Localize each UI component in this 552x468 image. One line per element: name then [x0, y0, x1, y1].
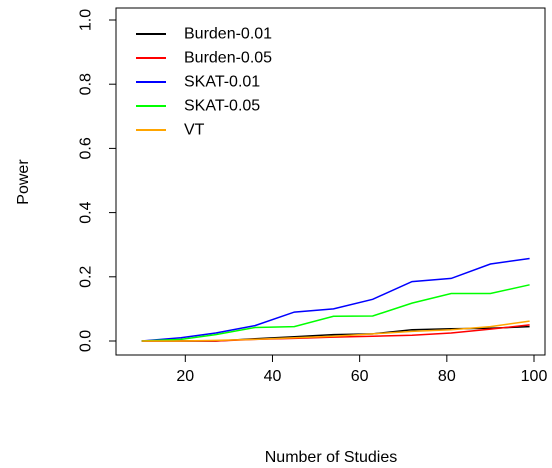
x-axis-title: Number of Studies [265, 449, 398, 466]
y-axis: 0.0 0.2 0.4 0.6 0.8 1.0 [78, 9, 116, 352]
series-line-skat-0-05 [141, 284, 530, 342]
x-tick-label: 20 [176, 368, 194, 385]
x-axis: 20 40 60 80 100 [176, 355, 547, 385]
legend-label-vt: VT [184, 122, 205, 139]
x-tick-label: 40 [264, 368, 282, 385]
series-layer [141, 257, 530, 342]
series-line-burden-0-05 [141, 324, 530, 342]
legend-label-skat-0-01: SKAT-0.01 [184, 74, 260, 91]
x-tick-label: 100 [521, 368, 548, 385]
series-line-vt [141, 320, 530, 342]
y-tick-label: 0.8 [78, 73, 95, 95]
plot-frame [115, 7, 546, 356]
legend-label-skat-0-05: SKAT-0.05 [184, 98, 260, 115]
x-tick-label: 60 [351, 368, 369, 385]
y-axis-title: Power [15, 159, 32, 205]
x-tick-label: 80 [438, 368, 456, 385]
legend-label-burden-0-01: Burden-0.01 [184, 26, 272, 43]
y-tick-label: 0.6 [78, 137, 95, 159]
y-tick-label: 1.0 [78, 9, 95, 31]
y-tick-label: 0.2 [78, 266, 95, 288]
legend-label-burden-0-05: Burden-0.05 [184, 50, 272, 67]
y-tick-label: 0.0 [78, 330, 95, 352]
y-tick-label: 0.4 [78, 201, 95, 223]
legend: Burden-0.01 Burden-0.05 SKAT-0.01 SKAT-0.05… [136, 26, 272, 139]
series-line-skat-0-01 [141, 257, 530, 342]
